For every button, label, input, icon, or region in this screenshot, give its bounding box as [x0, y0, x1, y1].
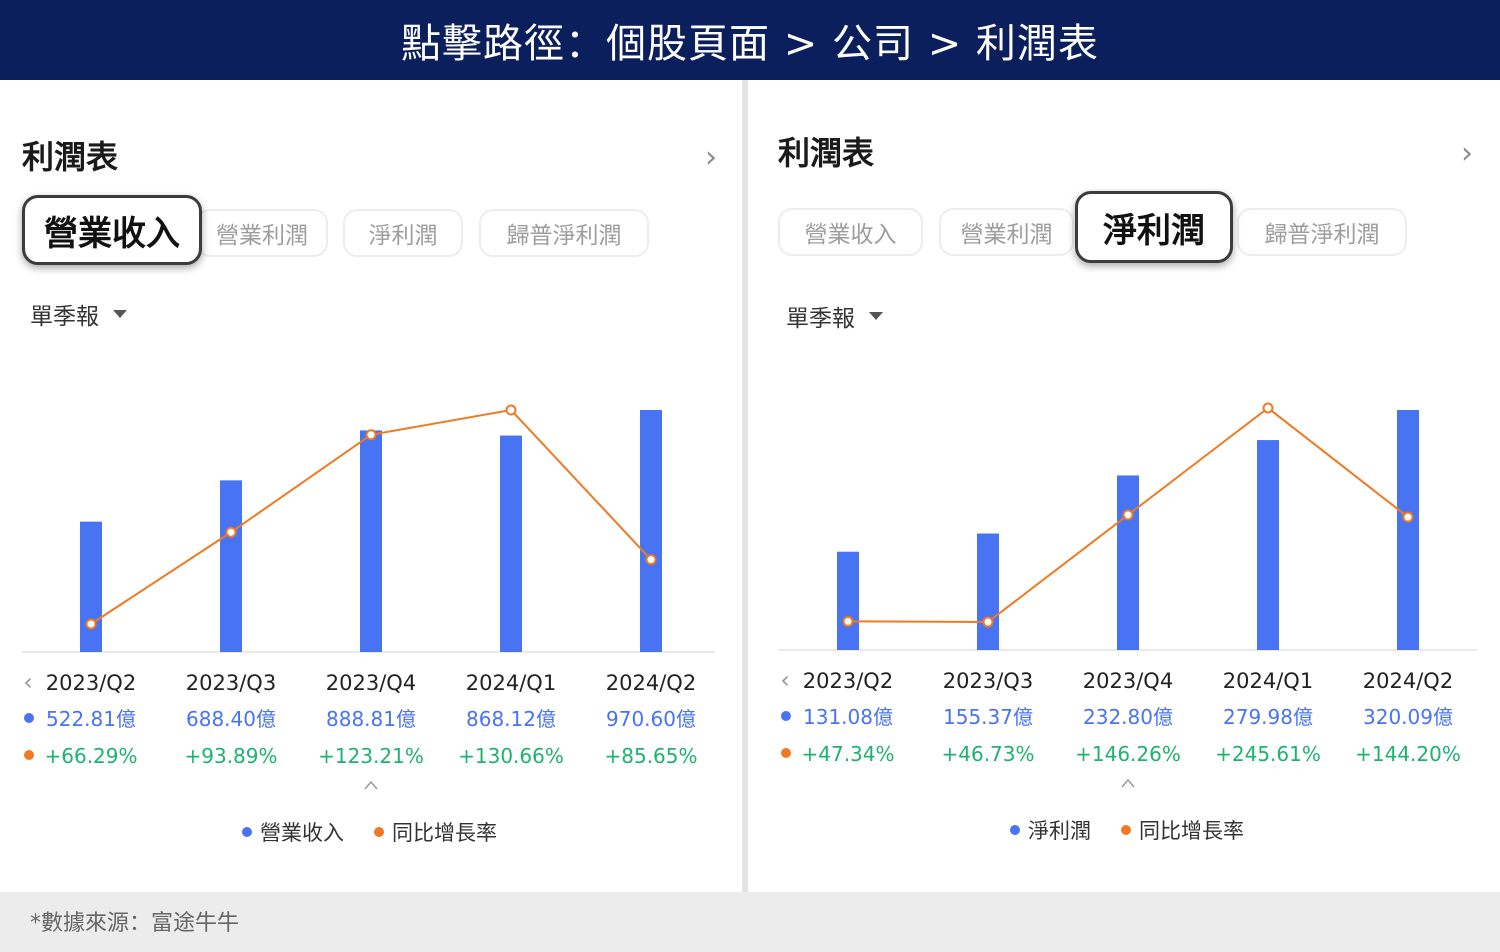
bar-2023/Q4	[1117, 475, 1139, 650]
category-label: 2023/Q2	[803, 669, 893, 693]
value-label: 888.81億	[326, 707, 416, 731]
growth-point-2024/Q1	[1262, 402, 1274, 414]
bar-2024/Q1	[500, 435, 522, 652]
growth-label: +144.20%	[1355, 742, 1461, 766]
growth-label: +85.65%	[604, 744, 697, 768]
growth-point-2023/Q4	[365, 429, 377, 441]
category-label: 2023/Q3	[186, 671, 276, 695]
legend-label-bar: 營業收入	[260, 821, 344, 845]
tab-net-profit[interactable]: 淨利潤	[343, 209, 463, 257]
chevron-left-icon: ‹	[23, 668, 33, 696]
tab-attributable-net-profit[interactable]: 歸普淨利潤	[1237, 208, 1407, 256]
value-row-dot	[781, 711, 791, 721]
category-label: 2023/Q3	[943, 669, 1033, 693]
growth-point-2024/Q1	[505, 404, 517, 416]
caret-down-icon	[869, 312, 883, 320]
growth-row-dot	[781, 748, 791, 758]
value-label: 970.60億	[606, 707, 696, 731]
legend-item-line[interactable]: 同比增長率	[374, 817, 497, 847]
growth-label: +245.61%	[1215, 742, 1321, 766]
bar-2023/Q2	[80, 521, 102, 652]
category-label: 2024/Q1	[1223, 669, 1313, 693]
growth-row-dot	[24, 750, 34, 760]
caret-down-icon	[113, 310, 127, 318]
period-selector[interactable]: 單季報	[30, 297, 127, 331]
chevron-up-icon	[364, 780, 378, 790]
bar-2023/Q3	[220, 480, 242, 652]
value-label: 232.80億	[1083, 705, 1173, 729]
value-label: 522.81億	[46, 707, 136, 731]
growth-point-2023/Q3	[982, 616, 994, 628]
chevron-left-icon: ‹	[780, 666, 790, 694]
value-label: 688.40億	[186, 707, 276, 731]
legend-dot-bar	[242, 827, 252, 837]
period-label: 單季報	[786, 306, 855, 332]
legend-label-line: 同比增長率	[1139, 819, 1244, 843]
tab-revenue[interactable]: 營業收入	[778, 208, 923, 256]
value-row-dot	[24, 713, 34, 723]
period-label: 單季報	[30, 304, 99, 330]
bar-2024/Q2	[1397, 410, 1419, 650]
period-selector[interactable]: 單季報	[786, 299, 883, 333]
legend-item-line[interactable]: 同比增長率	[1121, 815, 1244, 845]
legend-dot-line	[374, 827, 384, 837]
category-label: 2023/Q4	[326, 671, 416, 695]
value-label: 155.37億	[943, 705, 1033, 729]
chevron-right-icon[interactable]: ›	[705, 140, 717, 175]
path-banner: 點擊路徑：個股頁面 > 公司 > 利潤表	[0, 0, 1500, 80]
growth-label: +123.21%	[318, 744, 424, 768]
legend-label-bar: 淨利潤	[1028, 819, 1091, 843]
panel-divider	[742, 80, 748, 892]
tab-revenue[interactable]: 營業收入	[22, 195, 202, 265]
left-panel: 利潤表 › 營業收入 營業利潤 淨利潤 歸普淨利潤 單季報 營業收入 同比增長率	[0, 80, 742, 892]
data-source-note: *數據來源：富途牛牛	[30, 911, 240, 936]
bar-2024/Q2	[640, 410, 662, 652]
category-label: 2023/Q4	[1083, 669, 1173, 693]
growth-point-2023/Q2	[85, 618, 97, 630]
bar-2024/Q1	[1257, 440, 1279, 650]
growth-label: +66.29%	[44, 744, 137, 768]
legend-dot-bar	[1010, 825, 1020, 835]
value-label: 131.08億	[803, 705, 893, 729]
legend-item-bar[interactable]: 淨利潤	[1010, 815, 1091, 845]
chevron-right-icon[interactable]: ›	[1461, 136, 1473, 171]
growth-label: +130.66%	[458, 744, 564, 768]
growth-point-2023/Q4	[1122, 509, 1134, 521]
category-label: 2024/Q2	[606, 671, 696, 695]
category-label: 2023/Q2	[46, 671, 136, 695]
chart-legend: 營業收入 同比增長率	[242, 817, 497, 847]
value-label: 868.12億	[466, 707, 556, 731]
growth-point-2024/Q2	[645, 554, 657, 566]
growth-point-2023/Q3	[225, 526, 237, 538]
chart-legend: 淨利潤 同比增長率	[1010, 815, 1244, 845]
growth-label: +93.89%	[184, 744, 277, 768]
growth-label: +146.26%	[1075, 742, 1181, 766]
legend-dot-line	[1121, 825, 1131, 835]
panel-title: 利潤表	[778, 134, 875, 172]
bar-2023/Q3	[977, 533, 999, 650]
tab-operating-profit[interactable]: 營業利潤	[939, 208, 1074, 256]
legend-item-bar[interactable]: 營業收入	[242, 817, 344, 847]
category-label: 2024/Q1	[466, 671, 556, 695]
banner-text: 點擊路徑：個股頁面 > 公司 > 利潤表	[401, 21, 1099, 67]
bar-2023/Q4	[360, 430, 382, 652]
legend-label-line: 同比增長率	[392, 821, 497, 845]
tab-net-profit[interactable]: 淨利潤	[1075, 191, 1233, 263]
growth-label: +47.34%	[801, 742, 894, 766]
bar-2023/Q2	[837, 551, 859, 650]
growth-label: +46.73%	[941, 742, 1034, 766]
value-label: 279.98億	[1223, 705, 1313, 729]
tab-operating-profit[interactable]: 營業利潤	[196, 209, 328, 257]
panel-title: 利潤表	[22, 138, 119, 176]
category-label: 2024/Q2	[1363, 669, 1453, 693]
value-label: 320.09億	[1363, 705, 1453, 729]
tab-attributable-net-profit[interactable]: 歸普淨利潤	[479, 209, 649, 257]
growth-point-2023/Q2	[842, 615, 854, 627]
growth-point-2024/Q2	[1402, 511, 1414, 523]
chevron-up-icon	[1121, 778, 1135, 788]
